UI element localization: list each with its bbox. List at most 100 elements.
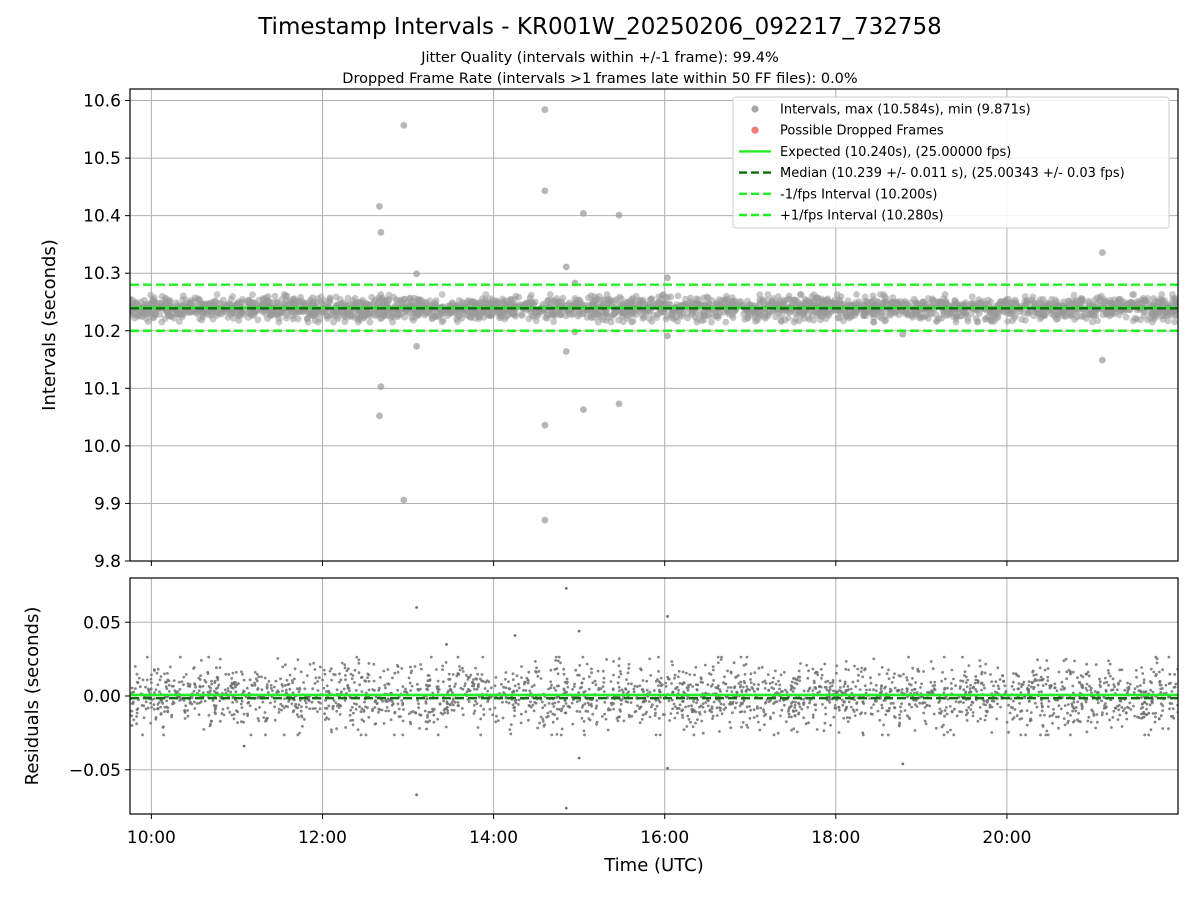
data-point	[794, 700, 797, 704]
data-point	[226, 687, 230, 690]
data-point	[1145, 702, 1149, 706]
data-point	[822, 729, 826, 733]
data-point	[650, 705, 653, 709]
data-point	[123, 699, 126, 702]
data-point	[166, 672, 169, 675]
data-point	[114, 309, 121, 316]
data-point	[1086, 719, 1090, 723]
data-point	[743, 672, 747, 676]
data-point	[393, 671, 397, 675]
data-point	[350, 677, 354, 681]
data-point	[1171, 707, 1175, 711]
data-point	[340, 690, 343, 694]
data-point	[966, 678, 970, 682]
data-point	[458, 665, 461, 668]
data-point	[193, 682, 196, 686]
y-tick-label: 9.8	[94, 552, 121, 572]
data-point	[103, 300, 110, 307]
data-point	[915, 705, 919, 708]
data-point	[318, 665, 322, 669]
data-point	[1120, 668, 1124, 672]
data-point	[589, 301, 596, 309]
data-point	[192, 689, 196, 693]
data-point	[649, 301, 657, 309]
data-point	[557, 684, 561, 688]
data-point	[916, 667, 920, 671]
data-point	[778, 683, 782, 687]
data-point	[983, 671, 987, 675]
data-point	[275, 318, 283, 326]
data-point	[467, 700, 471, 703]
outlier-point	[400, 121, 408, 129]
data-point	[305, 705, 308, 709]
data-point	[780, 708, 784, 712]
data-point	[1168, 672, 1172, 676]
data-point	[239, 702, 243, 706]
data-point	[630, 714, 634, 718]
data-point	[967, 664, 971, 667]
data-point	[556, 707, 559, 711]
data-point	[868, 688, 872, 692]
data-point	[458, 668, 462, 672]
data-point	[122, 698, 125, 701]
data-point	[444, 725, 448, 729]
data-point	[635, 308, 643, 315]
data-point	[489, 311, 496, 318]
data-point	[1008, 711, 1012, 715]
data-point	[382, 669, 386, 673]
data-point	[964, 681, 968, 684]
data-point	[306, 674, 309, 677]
data-point	[769, 715, 772, 719]
data-point	[404, 690, 408, 694]
data-point	[356, 298, 364, 306]
data-point	[578, 710, 582, 714]
data-point	[880, 733, 884, 737]
data-point	[113, 680, 116, 683]
data-point	[1040, 690, 1043, 694]
data-point	[130, 691, 134, 695]
data-point	[715, 714, 719, 717]
data-point	[542, 724, 546, 728]
data-point	[968, 687, 972, 690]
data-point	[214, 712, 217, 716]
data-point	[674, 292, 682, 300]
data-point	[1112, 709, 1116, 713]
data-point	[149, 721, 153, 725]
data-point	[1112, 683, 1116, 687]
data-point	[517, 686, 521, 690]
data-point	[1074, 706, 1078, 709]
data-point	[798, 679, 802, 683]
data-point	[812, 679, 816, 683]
data-point	[958, 687, 962, 690]
data-point	[908, 703, 911, 706]
data-point	[401, 719, 405, 723]
data-point	[788, 705, 792, 709]
data-point	[354, 707, 358, 711]
data-point	[1150, 295, 1158, 302]
data-point	[630, 308, 637, 316]
data-point	[1036, 658, 1039, 662]
data-point	[103, 663, 106, 666]
data-point	[152, 707, 156, 711]
legend-entry: Expected (10.240s), (25.00000 fps)	[739, 145, 1011, 160]
data-point	[963, 670, 967, 674]
data-point	[432, 713, 436, 717]
data-point	[416, 687, 420, 691]
data-point	[1171, 714, 1174, 718]
data-point	[1155, 661, 1159, 665]
data-point	[279, 702, 283, 706]
data-point	[914, 681, 917, 684]
data-point	[215, 687, 218, 691]
data-point	[476, 726, 480, 729]
data-point	[856, 667, 860, 671]
data-point	[269, 683, 273, 687]
data-point	[1080, 704, 1084, 707]
data-point	[229, 293, 237, 300]
data-point	[963, 674, 966, 677]
data-point	[1124, 711, 1128, 714]
y-tick-label: 10.2	[83, 322, 121, 342]
data-point	[798, 675, 802, 679]
data-point	[923, 701, 927, 704]
outlier-point	[413, 270, 420, 278]
data-point	[763, 687, 767, 690]
